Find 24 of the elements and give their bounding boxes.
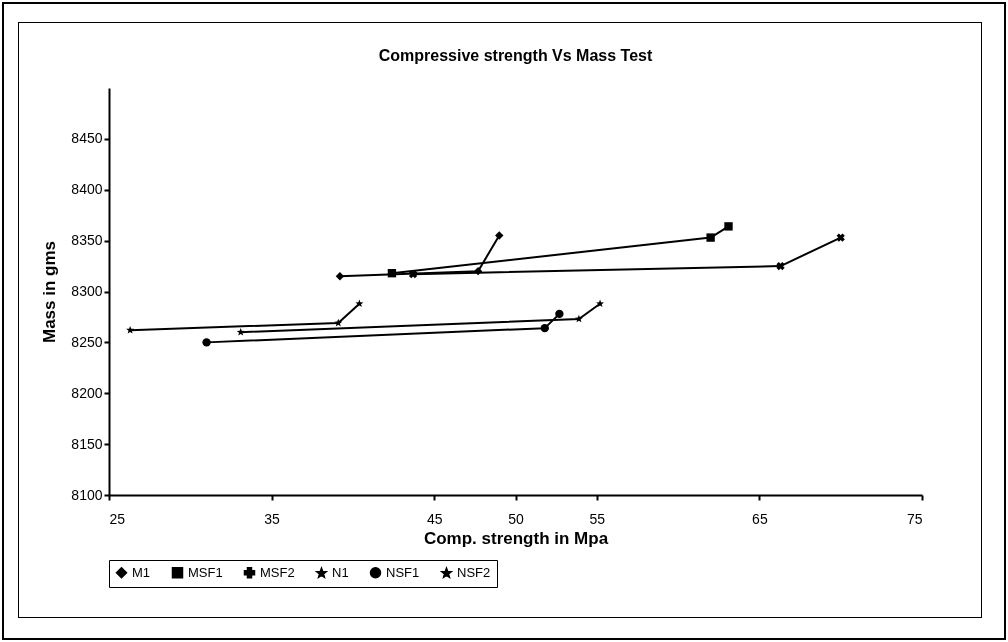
x-axis-title: Comp. strength in Mpa <box>423 528 609 548</box>
legend-label: M1 <box>132 564 151 580</box>
legend-label: NSF2 <box>457 565 491 581</box>
x-tick-label: 65 <box>752 510 768 527</box>
y-axis-title: Mass in gms <box>40 240 60 344</box>
y-tick-label: 8300 <box>71 283 103 299</box>
y-tick-label: 8450 <box>71 130 103 147</box>
chart-title: Compressive strength Vs Mass Test <box>378 47 653 64</box>
x-tick-label: 75 <box>906 510 923 527</box>
legend-label: NSF1 <box>386 564 420 580</box>
legend-label: N1 <box>332 565 349 581</box>
legend-label: MSF2 <box>260 564 295 580</box>
y-tick-label: 8400 <box>71 181 103 198</box>
x-tick-label: 45 <box>426 510 443 527</box>
x-tick-label: 55 <box>589 510 606 527</box>
x-tick-label: 35 <box>264 510 281 527</box>
y-tick-label: 8250 <box>71 333 103 350</box>
y-tick-label: 8150 <box>71 435 103 452</box>
x-tick-label: 50 <box>508 510 524 527</box>
y-tick-label: 8200 <box>71 384 103 401</box>
y-tick-label: 8100 <box>71 486 103 503</box>
x-tick-label: 25 <box>109 510 126 527</box>
legend-label: MSF1 <box>188 564 223 580</box>
y-tick-label: 8350 <box>71 232 103 249</box>
